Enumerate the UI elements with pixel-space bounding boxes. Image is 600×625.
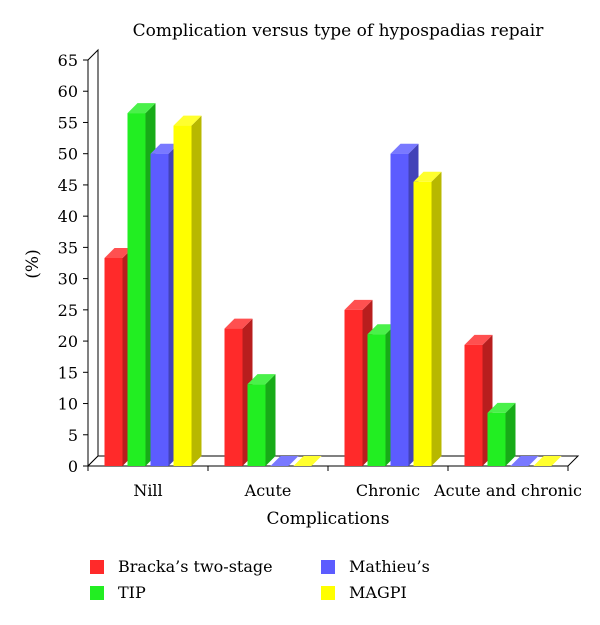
y-tick-label: 10 [58, 395, 78, 414]
bar-front [464, 344, 483, 466]
y-tick-label: 25 [58, 301, 78, 320]
x-tick-label: Nill [133, 481, 162, 500]
bar-1-1 [247, 374, 276, 466]
y-tick-label: 50 [58, 145, 78, 164]
chart-title: Complication versus type of hypospadias … [133, 21, 545, 41]
y-tick-label: 35 [58, 238, 78, 257]
y-axis-label: (%) [23, 249, 43, 278]
legend-swatch [321, 585, 335, 600]
bar-top [344, 299, 373, 310]
bar-side [431, 171, 442, 467]
bar-top [390, 143, 419, 154]
bar-top [224, 318, 253, 329]
bar-front [150, 153, 169, 466]
bar-top [150, 143, 179, 154]
bar-top [413, 171, 442, 182]
legend-item-mathieu: Mathieu’s [321, 557, 430, 576]
bar-0-3 [173, 115, 202, 466]
y-tick-label: 55 [58, 113, 78, 132]
y-tick-label: 45 [58, 176, 78, 195]
y-tick-label: 40 [58, 207, 78, 226]
y-tick-label: 0 [68, 457, 78, 476]
bar-3-1 [487, 402, 516, 466]
bar-top [173, 115, 202, 126]
y-tick-label: 15 [58, 363, 78, 382]
legend-label: MAGPI [349, 583, 407, 602]
y-tick-label: 30 [58, 270, 78, 289]
bar-3-2 [510, 456, 539, 466]
bar-front [127, 113, 146, 466]
bar-side [265, 374, 276, 466]
legend-label: Bracka’s two-stage [118, 557, 273, 576]
x-tick-label: Acute and chronic [433, 481, 582, 500]
bar-front [173, 125, 192, 466]
bar-front [224, 328, 243, 466]
x-axis-label: Complications [267, 509, 390, 529]
bar-front [413, 181, 432, 467]
bar-side [191, 115, 202, 466]
legend-swatch [321, 559, 335, 574]
bar-front [367, 334, 386, 466]
bar-1-3 [293, 456, 322, 466]
legend-label: TIP [118, 583, 146, 602]
bar-top [464, 334, 493, 345]
bar-front [344, 309, 363, 466]
legend-item-magpi: MAGPI [321, 583, 407, 602]
bar-top [510, 456, 539, 466]
bar-top [293, 456, 322, 466]
legend-swatch [90, 585, 104, 600]
y-tick-label: 60 [58, 82, 78, 101]
bar-top [487, 402, 516, 413]
bar-front [487, 412, 506, 466]
bar-top [127, 103, 156, 114]
legend-swatch [90, 559, 104, 574]
left-wall [87, 48, 99, 468]
legend-label: Mathieu’s [349, 557, 430, 576]
bar-side [505, 402, 516, 466]
bar-front [104, 258, 123, 466]
bar-front [247, 384, 266, 466]
bar-top [533, 456, 562, 466]
x-tick-label: Chronic [356, 481, 420, 500]
bar-3-3 [533, 456, 562, 466]
y-axis: 0 5 10 15 20 25 30 35 40 45 50 55 60 65 [58, 51, 88, 476]
bar-top [270, 456, 299, 466]
y-tick-label: 20 [58, 332, 78, 351]
x-tick-label: Acute [244, 481, 292, 500]
bar-1-2 [270, 456, 299, 466]
y-tick-label: 65 [58, 51, 78, 70]
bar-2-3 [413, 171, 442, 467]
legend-item-tip: TIP [90, 583, 146, 602]
bar-top [247, 374, 276, 385]
x-axis: Nill Acute Chronic Acute and chronic [87, 466, 582, 500]
bar-top [367, 324, 396, 335]
y-tick-label: 5 [68, 426, 78, 445]
legend-item-bracka: Bracka’s two-stage [90, 557, 273, 576]
bar-front [390, 153, 409, 466]
bar-top [104, 248, 133, 259]
bars [104, 103, 562, 467]
